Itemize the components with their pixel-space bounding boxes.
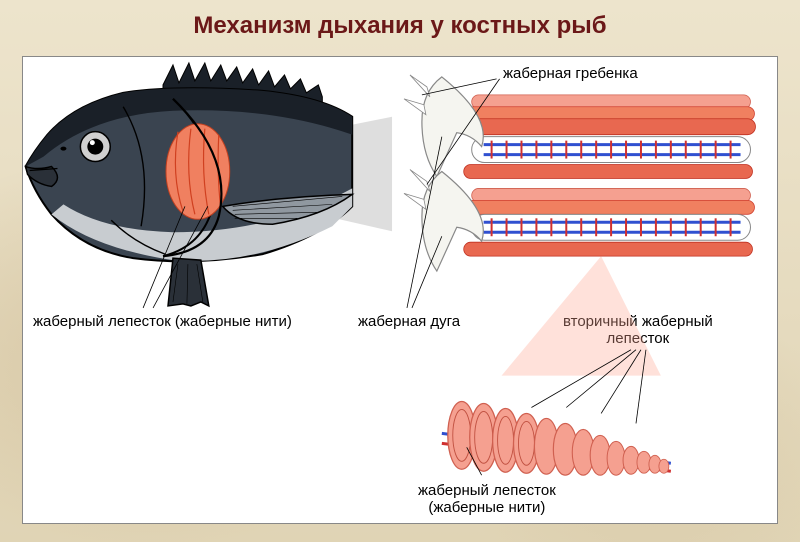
gill-filaments-stack xyxy=(462,95,756,256)
lamella-detail xyxy=(442,402,671,476)
label-gill-filament-bottom: жаберный лепесток (жаберные нити) xyxy=(418,482,556,516)
label-gill-filament-bottom-line1: жаберный лепесток xyxy=(418,482,556,499)
pectoral-fin xyxy=(223,194,352,224)
gill-arch-detail xyxy=(404,75,755,271)
label-gill-arch: жаберная дуга xyxy=(358,313,460,330)
leader-lines xyxy=(143,79,646,475)
label-gill-filament-bottom-line2: (жаберные нити) xyxy=(428,499,545,516)
fish-illustration xyxy=(26,63,353,306)
zoom-beam-1 xyxy=(218,117,392,232)
gill-oval xyxy=(166,124,230,220)
label-secondary-lamella-line1: вторичный жаберный xyxy=(563,313,713,330)
label-secondary-lamella: вторичный жаберный лепесток xyxy=(563,313,713,347)
diagram-title: Механизм дыхания у костных рыб xyxy=(0,12,800,40)
gill-arches-bone xyxy=(404,75,483,271)
diagram-svg xyxy=(23,57,777,523)
label-gill-filament-left: жаберный лепесток (жаберные нити) xyxy=(33,313,292,330)
label-secondary-lamella-line2: лепесток xyxy=(607,330,670,347)
diagram-container: жаберная гребенка жаберный лепесток (жаб… xyxy=(22,56,778,524)
fish-eye xyxy=(80,132,110,162)
pelvic-fin xyxy=(168,258,209,306)
label-gill-rakers: жаберная гребенка xyxy=(503,65,638,82)
